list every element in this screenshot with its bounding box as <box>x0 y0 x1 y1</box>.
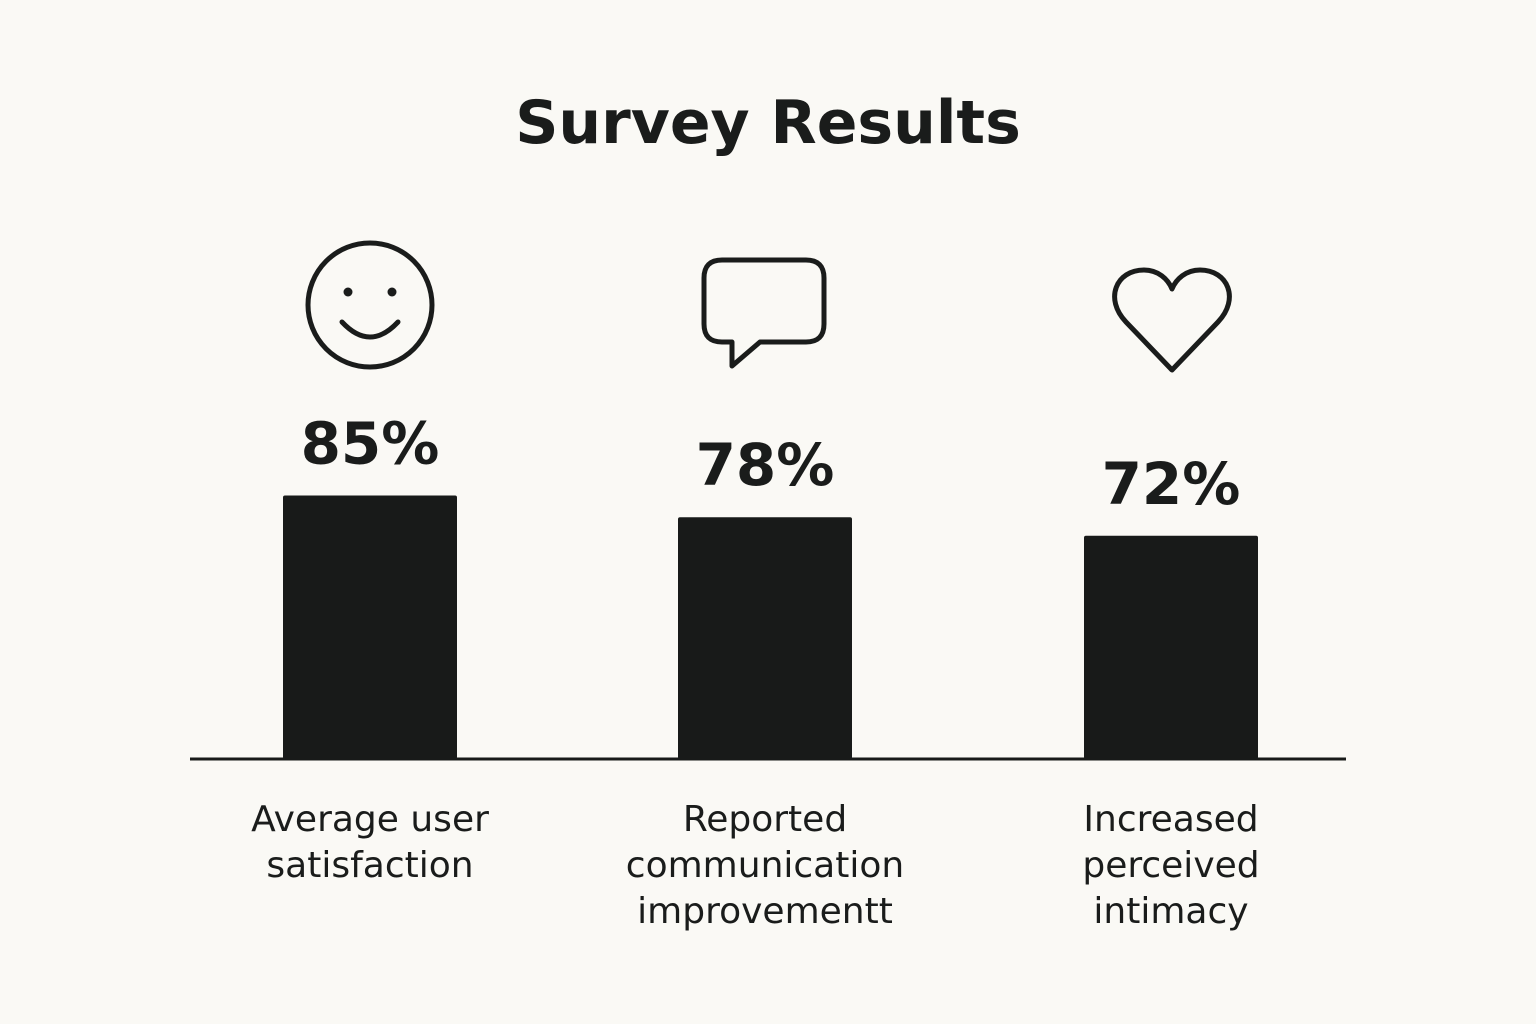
category-label-line: satisfaction <box>266 845 473 886</box>
speech-bubble-icon <box>701 257 827 369</box>
heart-icon <box>1112 267 1232 373</box>
category-label-2: Reported communication improvementt <box>626 799 904 932</box>
category-label-line: Increased <box>1083 799 1258 840</box>
value-labels-layer: 85% 78% 72% <box>301 410 1241 518</box>
value-label-1: 85% <box>301 410 440 478</box>
category-label-3: Increased perceived intimacy <box>1082 799 1259 932</box>
category-label-line: communication <box>626 845 904 886</box>
category-label-line: improvementt <box>637 891 893 932</box>
value-label-2: 78% <box>696 431 835 499</box>
category-label-line: Reported <box>683 799 847 840</box>
category-label-1: Average user satisfaction <box>251 799 489 886</box>
category-label-line: intimacy <box>1093 891 1248 932</box>
category-label-line: perceived <box>1082 845 1259 886</box>
category-label-line: Average user <box>251 799 489 840</box>
category-labels-layer: Average user satisfaction Reported communic… <box>251 799 1260 932</box>
bars-layer <box>283 495 1258 759</box>
bar-3 <box>1084 535 1258 759</box>
chart-title: Survey Results <box>515 88 1021 158</box>
bar-1 <box>283 495 457 759</box>
smiley-face-icon <box>305 240 435 370</box>
bar-2 <box>678 517 852 759</box>
value-label-3: 72% <box>1102 450 1241 518</box>
